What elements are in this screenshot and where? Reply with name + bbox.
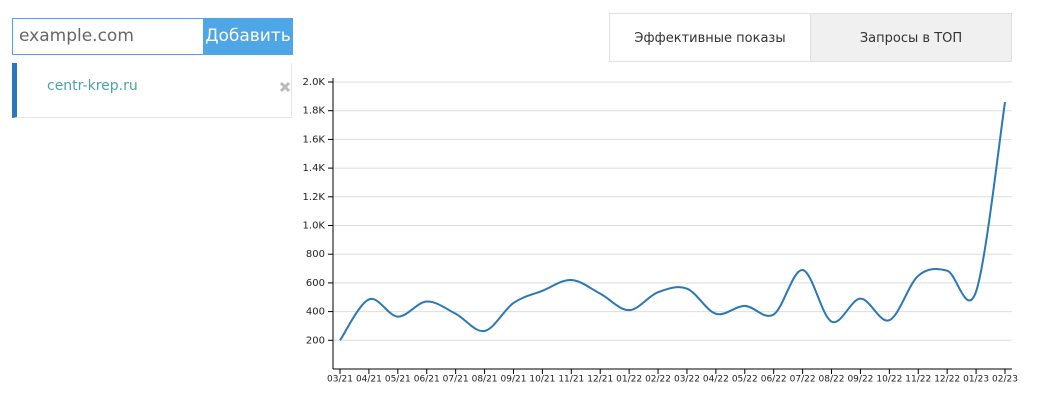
x-tick-label: 03/22 bbox=[674, 375, 700, 385]
x-tick-label: 05/22 bbox=[732, 375, 758, 385]
y-tick-label: 600 bbox=[306, 278, 325, 289]
x-tick-label: 04/22 bbox=[703, 375, 729, 385]
x-tick-label: 12/21 bbox=[587, 375, 613, 385]
y-tick-label: 1.2K bbox=[303, 192, 326, 203]
x-tick-label: 08/21 bbox=[472, 375, 498, 385]
y-tick-label: 400 bbox=[306, 307, 325, 318]
url-input[interactable]: example.com bbox=[12, 18, 205, 55]
x-tick-label: 02/22 bbox=[645, 375, 671, 385]
y-tick-label: 2.0K bbox=[303, 77, 326, 88]
x-tick-label: 05/21 bbox=[385, 375, 411, 385]
x-tick-label: 07/22 bbox=[790, 375, 816, 385]
tab[interactable]: Эффективные показы bbox=[609, 13, 811, 62]
y-tick-label: 200 bbox=[306, 335, 325, 346]
x-tick-label: 08/22 bbox=[819, 375, 845, 385]
x-tick-label: 10/22 bbox=[876, 375, 902, 385]
y-tick-label: 1.8K bbox=[303, 106, 326, 117]
x-tick-label: 06/22 bbox=[761, 375, 787, 385]
close-icon[interactable] bbox=[279, 81, 291, 93]
x-tick-label: 01/22 bbox=[616, 375, 642, 385]
site-name[interactable]: centr-krep.ru bbox=[47, 78, 138, 94]
y-tick-label: 1.6K bbox=[303, 134, 326, 145]
x-tick-label: 10/21 bbox=[529, 375, 555, 385]
x-tick-label: 07/21 bbox=[443, 375, 469, 385]
y-tick-label: 1.4K bbox=[303, 163, 326, 174]
add-button[interactable]: Добавить bbox=[203, 18, 293, 55]
x-tick-label: 11/22 bbox=[905, 375, 931, 385]
tab[interactable]: Запросы в ТОП bbox=[810, 13, 1012, 62]
x-tick-label: 01/23 bbox=[963, 375, 989, 385]
site-item[interactable]: centr-krep.ru bbox=[12, 63, 292, 118]
x-tick-label: 02/23 bbox=[992, 375, 1018, 385]
x-tick-label: 11/21 bbox=[558, 375, 584, 385]
x-tick-label: 04/21 bbox=[356, 375, 382, 385]
x-tick-label: 09/21 bbox=[501, 375, 527, 385]
x-tick-label: 03/21 bbox=[327, 375, 353, 385]
y-tick-label: 800 bbox=[306, 249, 325, 260]
x-tick-label: 06/21 bbox=[414, 375, 440, 385]
x-tick-label: 09/22 bbox=[847, 375, 873, 385]
y-tick-label: 1.0K bbox=[303, 221, 326, 232]
x-tick-label: 12/22 bbox=[934, 375, 960, 385]
line bbox=[339, 101, 1006, 341]
